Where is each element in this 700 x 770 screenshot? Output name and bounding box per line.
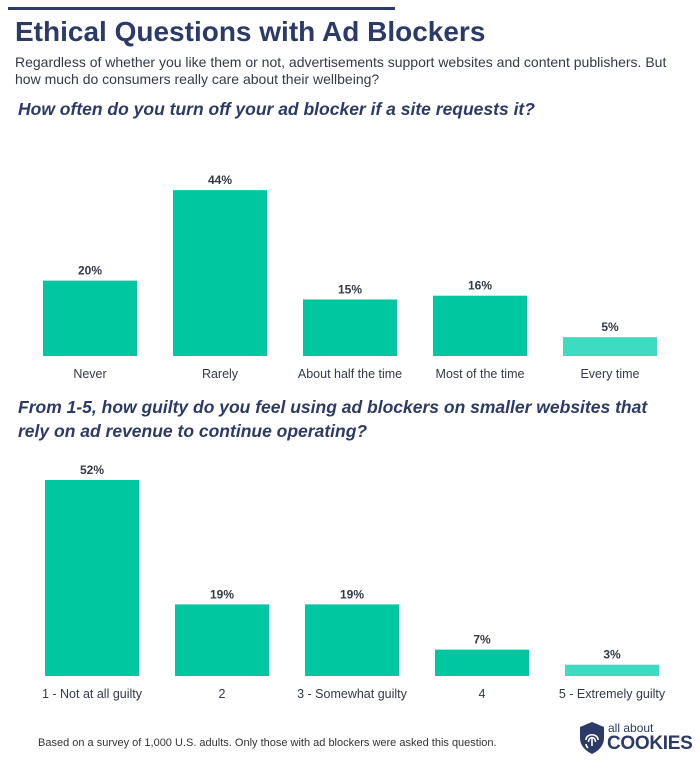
value-label-2: 19% — [210, 587, 234, 601]
category-label-1: 1 - Not at all guilty — [42, 687, 143, 701]
bar-3 — [303, 299, 397, 356]
category-label-3: 3 - Somewhat guilty — [297, 687, 408, 701]
bar-3 — [305, 604, 399, 676]
bar-5 — [565, 664, 659, 676]
category-label-2: Rarely — [202, 367, 239, 381]
chart1-title: How often do you turn off your ad blocke… — [18, 99, 535, 119]
logo-text-small: all about — [608, 721, 654, 735]
bar-4 — [433, 295, 527, 356]
bar-1 — [45, 480, 139, 676]
page-title: Ethical Questions with Ad Blockers — [15, 16, 486, 47]
value-label-3: 19% — [340, 587, 364, 601]
chart2-title: From 1-5, how guilty do you feel using a… — [18, 397, 648, 441]
ad-blocker-frequency-chart: 20% Never 44% Rarely 15% About half the time 1… — [43, 173, 657, 381]
category-label-1: Never — [73, 367, 106, 381]
bar-2 — [173, 190, 267, 356]
category-label-5: 5 - Extremely guilty — [559, 687, 666, 701]
category-label-4: Most of the time — [436, 367, 525, 381]
value-label-3: 15% — [338, 282, 362, 296]
value-label-4: 16% — [468, 279, 492, 293]
shield-fingerprint-icon — [580, 722, 604, 754]
value-label-1: 52% — [80, 463, 104, 477]
guilt-level-chart: 52% 1 - Not at all guilty 19% 2 19% 3 - Somew… — [42, 463, 666, 701]
top-accent-bar — [8, 7, 395, 10]
value-label-2: 44% — [208, 173, 232, 187]
value-label-5: 3% — [603, 648, 621, 662]
category-label-3: About half the time — [298, 367, 402, 381]
all-about-cookies-logo: all about COOKIES — [579, 719, 695, 759]
bar-4 — [435, 649, 529, 676]
logo-text-big: COOKIES — [607, 733, 693, 754]
value-label-1: 20% — [78, 264, 102, 278]
category-label-5: Every time — [580, 367, 639, 381]
bar-5 — [563, 337, 657, 356]
category-label-4: 4 — [479, 687, 486, 701]
value-label-5: 5% — [601, 320, 619, 334]
value-label-4: 7% — [473, 633, 491, 647]
page-subtitle: Regardless of whether you like them or n… — [15, 54, 667, 87]
category-label-2: 2 — [219, 687, 226, 701]
bar-2 — [175, 604, 269, 676]
survey-footnote: Based on a survey of 1,000 U.S. adults. … — [38, 737, 497, 749]
bar-1 — [43, 280, 137, 356]
